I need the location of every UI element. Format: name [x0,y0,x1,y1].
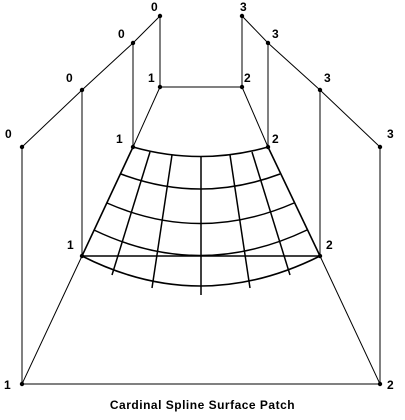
control-point [239,13,245,19]
control-point [157,84,163,90]
label-0: 0 [5,127,12,141]
patch-left-edge [81,146,134,257]
control-line-top-inner [132,86,269,148]
control-polygon [21,15,381,385]
label-3: 3 [387,127,394,141]
label-1: 1 [67,238,74,252]
label-1: 1 [116,132,123,146]
label-3: 3 [272,27,279,41]
patch-rib-2 [151,154,173,289]
control-point [130,40,136,46]
control-line-right [241,15,381,148]
point-labels: 0 0 0 0 1 1 1 1 2 2 2 2 3 3 3 3 [4,0,394,392]
patch-rib-1 [111,151,151,276]
label-0: 0 [151,0,158,14]
patch-top-edge [132,146,269,158]
label-1: 1 [148,71,155,85]
label-2: 2 [387,378,394,392]
control-line-bottom [21,255,381,385]
control-point [19,381,25,387]
surface-patch [81,146,321,295]
control-point [377,381,383,387]
control-point [79,253,85,259]
label-2: 2 [272,132,279,146]
patch-right-edge [267,146,321,257]
label-3: 3 [240,0,247,14]
control-point [130,144,136,150]
patch-rib-4 [229,154,251,289]
control-point [239,84,245,90]
label-2: 2 [244,71,251,85]
control-point [265,40,271,46]
label-1: 1 [4,378,11,392]
diagram-caption: Cardinal Spline Surface Patch [109,398,296,412]
label-0: 0 [118,27,125,41]
label-0: 0 [66,71,73,85]
control-point [19,144,25,150]
control-point [317,87,323,93]
control-point [377,144,383,150]
control-point [317,253,323,259]
label-2: 2 [326,238,333,252]
control-point [265,144,271,150]
control-point [79,87,85,93]
control-line-left [21,15,161,148]
patch-rib-5 [251,151,291,276]
control-point [157,13,163,19]
label-3: 3 [324,71,331,85]
control-points [19,13,383,387]
